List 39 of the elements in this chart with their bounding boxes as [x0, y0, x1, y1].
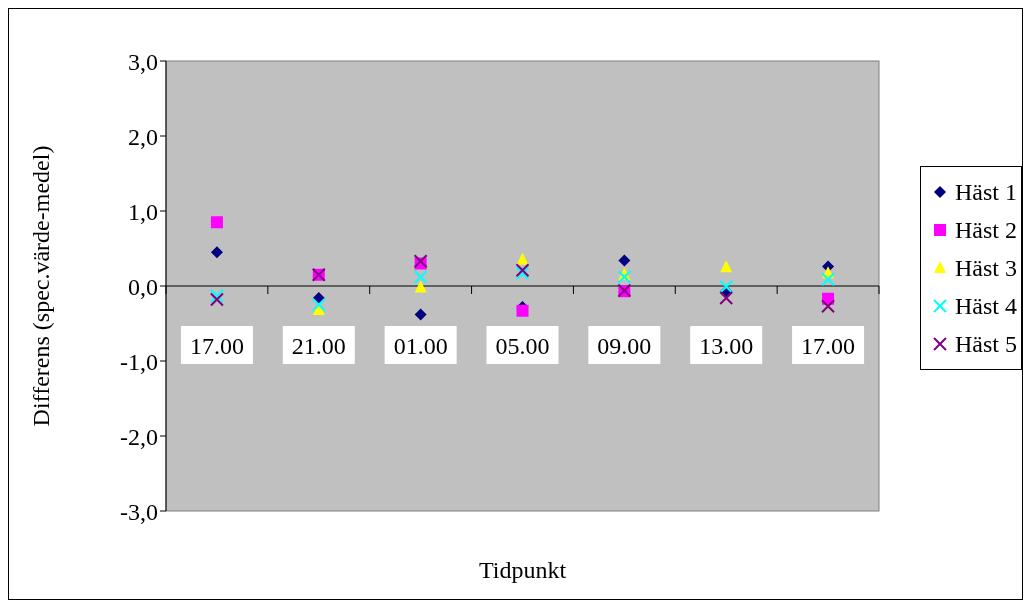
point: [516, 304, 529, 317]
point: [209, 288, 224, 303]
point: [618, 254, 631, 267]
point: [516, 252, 529, 265]
y-tick-label: -3,0: [120, 498, 158, 525]
point: [209, 292, 224, 307]
legend-label: Häst 5: [955, 330, 1017, 358]
x-tick-label: 17.00: [801, 333, 856, 359]
point: [311, 297, 326, 312]
point: [617, 270, 632, 284]
y-tick-label: -2,0: [120, 423, 158, 450]
x-axis-title: Tidpunkt: [477, 557, 568, 584]
point: [720, 260, 733, 273]
point: [312, 292, 325, 304]
point: [719, 279, 734, 294]
point: [821, 299, 836, 314]
legend-label: Häst 2: [955, 216, 1017, 244]
x-tick-label: 21.00: [291, 333, 346, 359]
y-tick-label: -1,0: [120, 348, 158, 375]
y-tick-label: 2,0: [128, 123, 158, 150]
legend-label: Häst 4: [955, 292, 1017, 320]
y-tick-label: 0,0: [128, 273, 158, 300]
legend-label: Häst 1: [955, 178, 1017, 206]
x-tick-label: 05.00: [495, 333, 550, 359]
point: [414, 308, 427, 321]
point: [413, 270, 428, 284]
y-axis-title: Differens (spec.värde-medel): [27, 145, 55, 427]
point: [719, 291, 734, 305]
point: [210, 246, 223, 259]
y-tick-label: 1,0: [128, 198, 158, 225]
legend-label: Häst 3: [955, 254, 1017, 282]
x-tick-label: 13.00: [699, 333, 754, 359]
point: [821, 272, 836, 287]
point: [210, 216, 223, 229]
x-tick-label: 01.00: [393, 333, 448, 359]
point: [414, 280, 427, 293]
y-tick-label: 3,0: [128, 48, 158, 75]
x-tick-label: 09.00: [597, 333, 652, 359]
x-tick-label: 17.00: [189, 333, 244, 359]
